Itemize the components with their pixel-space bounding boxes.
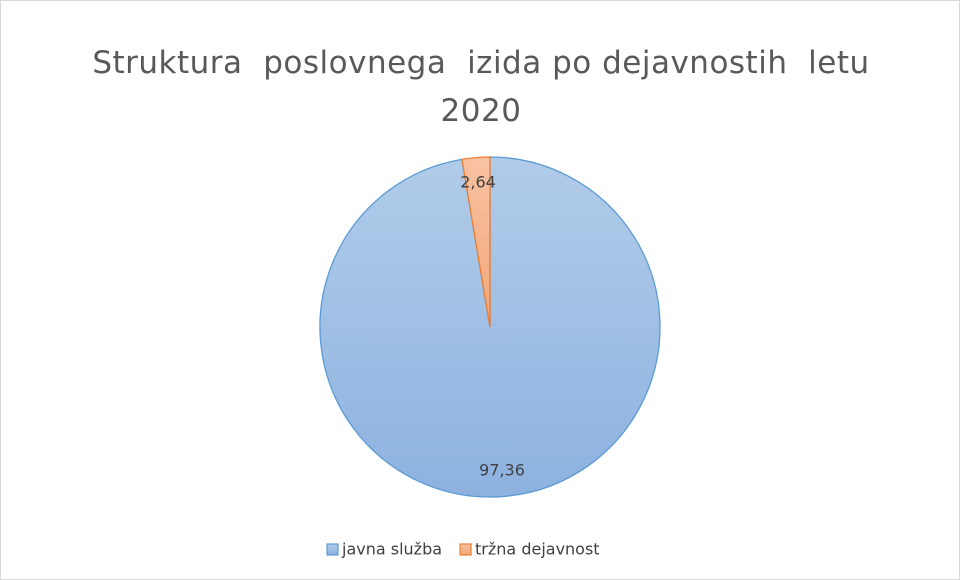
legend-swatch xyxy=(459,543,472,556)
legend-swatch xyxy=(326,543,339,556)
data-label: 97,36 xyxy=(479,461,525,480)
pie-slice xyxy=(461,156,491,328)
legend-label: tržna dejavnost xyxy=(475,540,600,559)
data-label: 2,64 xyxy=(460,172,496,191)
chart-title: Struktura poslovnega izida po dejavnosti… xyxy=(92,45,881,129)
legend-label: javna služba xyxy=(341,540,442,559)
